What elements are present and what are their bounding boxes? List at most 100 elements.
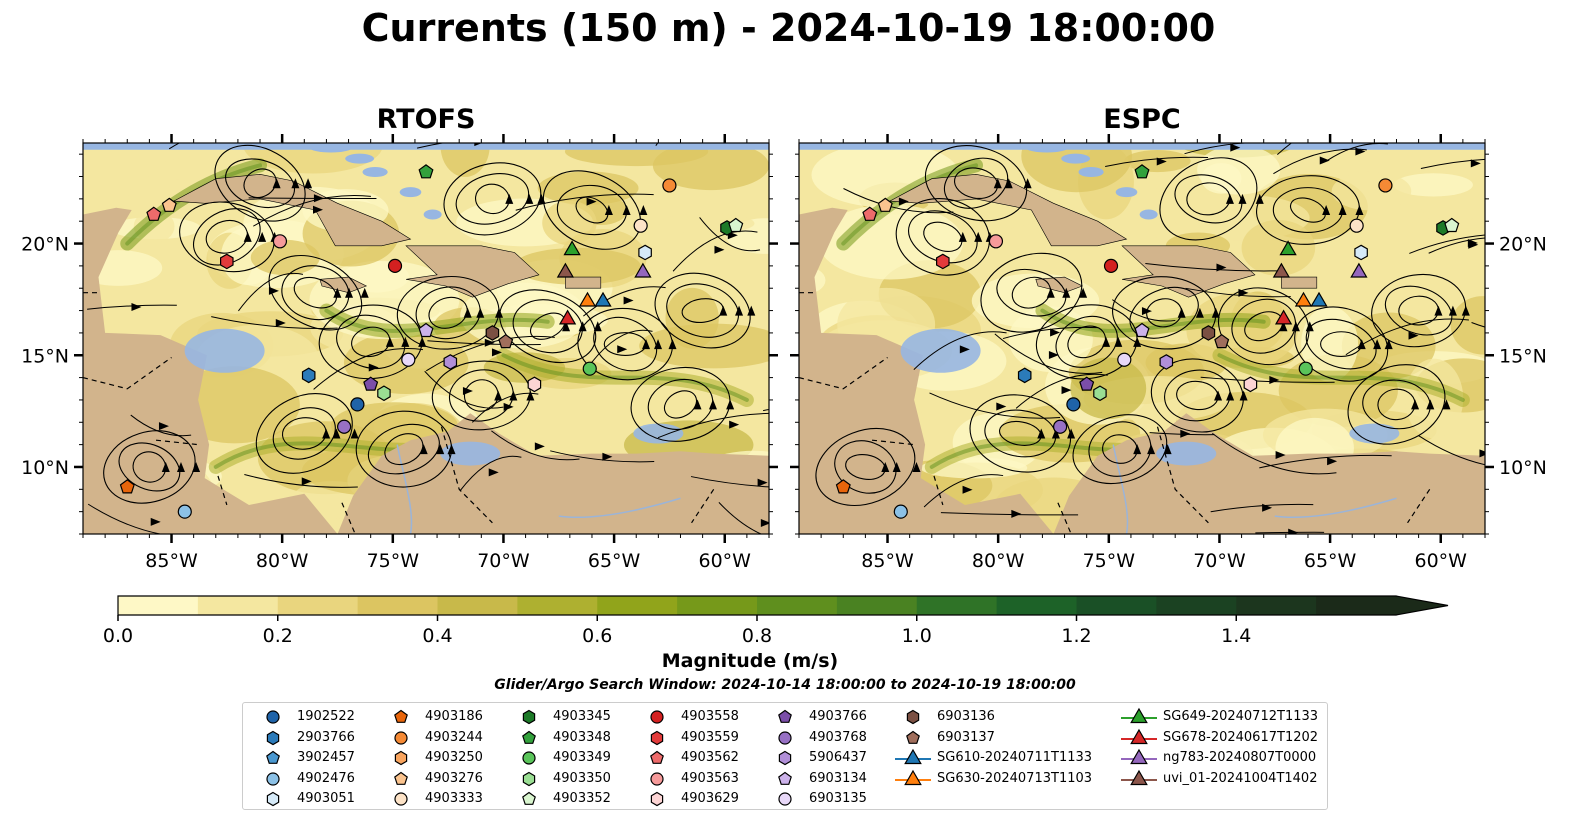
colorbar-segment: [677, 596, 758, 615]
legend-label: 6903135: [809, 791, 867, 806]
map-panel-espc: 85°W 80°W 75°W 70°W 65°W 60°W 20°N 15°N 10°N: [790, 134, 1547, 572]
x-tick-label: 70°W: [477, 550, 530, 572]
marker-uvi_01-20241004T1402: [556, 262, 575, 278]
legend-marker-icon: [778, 730, 792, 745]
legend-marker-icon: [650, 730, 664, 745]
colorbar-segment: [996, 596, 1077, 615]
colorbar-segment: [1236, 596, 1317, 615]
colorbar-label: Magnitude (m/s): [661, 650, 839, 672]
marker-SG630-20240713T1103: [578, 291, 597, 307]
legend-marker-icon: [522, 771, 536, 786]
legend-marker-icon: [778, 792, 792, 806]
marker-SG610-20240711T1133: [594, 291, 612, 307]
legend-label: 4903350: [553, 770, 611, 786]
legend-label: 4903629: [681, 791, 739, 806]
marker-4903349: [582, 361, 597, 376]
colorbar-tick-label: 1.2: [1061, 625, 1091, 647]
marker-4903333: [1349, 218, 1364, 233]
colorbar-segment: [1156, 596, 1237, 615]
marker-4903186: [835, 479, 851, 494]
marker-6903135: [1117, 352, 1132, 367]
x-tick-label: 85°W: [145, 550, 198, 572]
legend-label: 4903333: [425, 791, 483, 806]
legend-marker-icon: [650, 710, 664, 724]
marker-4903629: [1243, 376, 1258, 393]
marker-4903562: [862, 206, 878, 221]
legend-label: 4903348: [553, 729, 611, 745]
y-tick-label: 10°N: [1499, 457, 1547, 479]
legend-label: SG678-20240617T1202: [1163, 729, 1319, 745]
marker-4903051: [638, 244, 652, 261]
colorbar-segment: [118, 596, 199, 615]
legend-marker-icon: [394, 792, 408, 806]
legend-marker-icon: [906, 709, 920, 725]
marker-6903134: [418, 322, 434, 338]
legend-label: 1902522: [297, 709, 355, 724]
legend-label: 6903136: [937, 709, 995, 724]
x-tick-label: 60°W: [1415, 550, 1468, 572]
legend-label: ng783-20240807T0000: [1163, 750, 1317, 765]
colorbar-segment: [277, 596, 359, 615]
legend-label: 4903276: [425, 770, 483, 786]
legend: 1902522 2903766 3902457 4902476 4903051 49031…: [242, 702, 1328, 810]
marker-SG649-20240712T1133: [1279, 240, 1297, 256]
marker-4903563: [272, 234, 288, 249]
legend-marker-icon: [895, 748, 931, 765]
legend-marker-icon: [394, 771, 408, 785]
legend-label: 6903134: [809, 770, 867, 786]
legend-label: SG649-20240712T1133: [1163, 709, 1319, 724]
legend-label: 2903766: [297, 729, 355, 745]
marker-4903352: [728, 217, 744, 233]
marker-4903350: [1093, 385, 1107, 402]
marker-SG678-20240617T1202: [558, 309, 577, 325]
legend-marker-icon: [394, 730, 408, 745]
legend-marker-icon: [522, 791, 536, 805]
marker-1902522: [1066, 397, 1081, 412]
marker-4903563: [988, 234, 1004, 249]
y-tick-label: 15°N: [1499, 345, 1547, 367]
map-frame-espc: [798, 142, 1486, 535]
y-tick-label: 20°N: [1499, 234, 1547, 256]
marker-4903766: [363, 376, 379, 391]
x-tick-label: 80°W: [256, 550, 309, 572]
marker-4903244: [662, 178, 677, 193]
colorbar-segment: [517, 596, 598, 615]
marker-ng783-20240807T0000: [634, 262, 652, 278]
legend-label: 5906437: [809, 750, 867, 765]
legend-marker-icon: [522, 709, 536, 725]
x-tick-label: 80°W: [972, 550, 1025, 572]
marker-SG630-20240713T1103: [1294, 291, 1313, 307]
marker-5906437: [443, 354, 458, 370]
figure-title: Currents (150 m) - 2024-10-19 18:00:00: [361, 6, 1216, 50]
legend-marker-icon: [266, 710, 280, 724]
x-tick-label: 75°W: [1083, 550, 1136, 572]
x-tick-label: 85°W: [861, 550, 914, 572]
marker-SG610-20240711T1133: [1310, 291, 1328, 307]
legend-marker-icon: [1121, 707, 1157, 724]
marker-4903051: [1354, 244, 1368, 261]
x-tick-label: 65°W: [588, 550, 641, 572]
legend-marker-icon: [1121, 728, 1157, 744]
y-tick-label: 15°N: [21, 345, 69, 367]
legend-marker-icon: [1121, 748, 1157, 765]
marker-6903136: [1201, 325, 1216, 341]
colorbar-segment: [1076, 596, 1157, 615]
colorbar-segment: [597, 596, 678, 615]
colorbar-tick-label: 0.4: [422, 625, 452, 647]
marker-4903349: [1298, 361, 1313, 376]
legend-label: 4903352: [553, 791, 611, 806]
marker-uvi_01-20241004T1402: [1272, 262, 1291, 278]
y-tick-label: 10°N: [21, 457, 69, 479]
marker-4903629: [527, 376, 542, 393]
panel-title-espc: ESPC: [1103, 104, 1181, 135]
marker-4903562: [146, 206, 162, 221]
marker-4903558: [1103, 258, 1119, 273]
marker-6903137: [1214, 333, 1230, 349]
legend-marker-icon: [522, 730, 536, 744]
colorbar-segment: [357, 596, 438, 615]
marker-5906437: [1159, 354, 1174, 370]
y-tick-label: 20°N: [21, 234, 69, 256]
legend-label: 4902476: [297, 770, 355, 786]
marker-6903134: [1134, 322, 1150, 338]
